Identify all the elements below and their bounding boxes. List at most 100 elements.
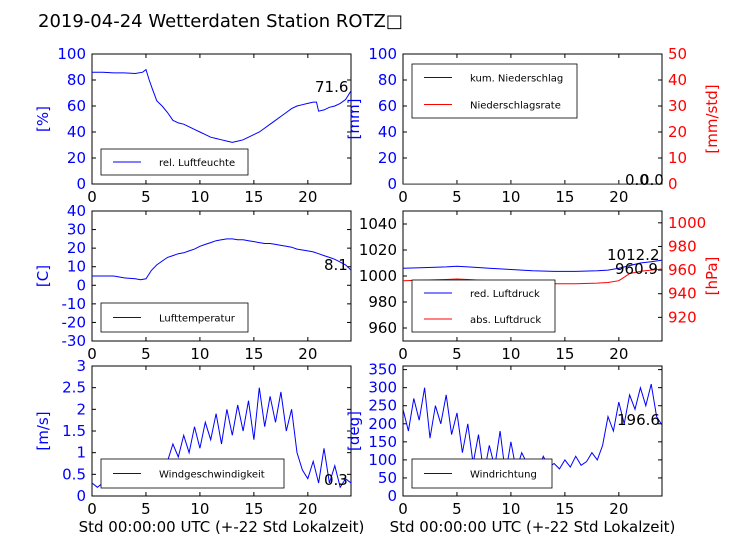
y-right-tick-label: 980 bbox=[668, 237, 697, 255]
series-line-abs-luftdruck bbox=[403, 268, 662, 285]
x-tick-label: 10 bbox=[501, 188, 520, 206]
y-tick-label: 100 bbox=[57, 45, 86, 63]
y-tick-label: 60 bbox=[378, 97, 397, 115]
y-tick-label: -10 bbox=[62, 295, 87, 313]
y-tick-label: 100 bbox=[368, 451, 397, 469]
y-right-tick-label: 940 bbox=[668, 285, 697, 303]
x-tick-label: 5 bbox=[141, 500, 151, 518]
x-tick-label: 15 bbox=[244, 345, 263, 363]
legend-entry: Windgeschwindigkeit bbox=[159, 470, 265, 481]
x-axis-label: Std 00:00:00 UTC (+-22 Std Lokalzeit) bbox=[390, 518, 676, 536]
y-tick-label: 1020 bbox=[359, 241, 397, 259]
y-tick-label: 100 bbox=[368, 45, 397, 63]
y-tick-label: 3 bbox=[76, 357, 86, 375]
chart-panel-temperature: 0 5 10 15 20-30-20-10010203040[C]Lufttempera… bbox=[34, 202, 352, 363]
x-tick-label: 0 bbox=[87, 188, 97, 206]
y-tick-label: 40 bbox=[67, 123, 86, 141]
x-tick-label: 5 bbox=[141, 188, 151, 206]
y-tick-label: 1000 bbox=[359, 267, 397, 285]
y-tick-label: 20 bbox=[67, 239, 86, 257]
last-value-annotation: 0.3 bbox=[324, 471, 348, 489]
y-tick-label: 20 bbox=[67, 149, 86, 167]
x-tick-label: 15 bbox=[555, 345, 574, 363]
x-tick-label: 0 bbox=[87, 345, 97, 363]
y-right-tick-label: 920 bbox=[668, 308, 697, 326]
y-tick-label: -20 bbox=[62, 313, 87, 331]
y-tick-label: 0.5 bbox=[62, 465, 86, 483]
x-tick-label: 5 bbox=[141, 345, 151, 363]
legend-entry: kum. Niederschlag bbox=[470, 74, 563, 85]
last-value-annotation: 196.6 bbox=[617, 411, 660, 429]
y-tick-label: 10 bbox=[67, 258, 86, 276]
last-value-annotation: 1012.2 bbox=[607, 246, 660, 264]
y-tick-label: 150 bbox=[368, 433, 397, 451]
y-right-tick-label: 50 bbox=[668, 45, 687, 63]
x-tick-label: 15 bbox=[555, 500, 574, 518]
x-tick-label: 20 bbox=[298, 188, 317, 206]
y-tick-label: 20 bbox=[378, 149, 397, 167]
y-right-tick-label: 30 bbox=[668, 97, 687, 115]
x-tick-label: 20 bbox=[298, 345, 317, 363]
y-tick-label: 0 bbox=[387, 487, 397, 505]
y-tick-label: 1.5 bbox=[62, 422, 86, 440]
y-tick-label: 960 bbox=[368, 319, 397, 337]
last-value-annotation: 960.9 bbox=[615, 260, 658, 278]
legend-entry: Niederschlagsrate bbox=[470, 101, 561, 112]
x-tick-label: 5 bbox=[452, 345, 462, 363]
chart-panel-precipitation: 0 5 10 15 20 0 20 40 60 80 100 0 10 20 30 40 50 [mm] [mm/s… bbox=[345, 45, 721, 206]
y-tick-label: 40 bbox=[378, 123, 397, 141]
y-tick-label: 200 bbox=[368, 415, 397, 433]
y-tick-label: 80 bbox=[67, 71, 86, 89]
last-value-annotation: 0.0 bbox=[640, 171, 664, 189]
y-tick-label: 2 bbox=[76, 400, 86, 418]
x-tick-label: 20 bbox=[298, 500, 317, 518]
y-right-tick-label: 20 bbox=[668, 123, 687, 141]
y-tick-label: 50 bbox=[378, 469, 397, 487]
x-tick-label: 5 bbox=[452, 500, 462, 518]
x-tick-label: 15 bbox=[555, 188, 574, 206]
x-tick-label: 20 bbox=[609, 345, 628, 363]
figure-title: 2019-04-24 Wetterdaten Station ROTZ□ bbox=[38, 11, 403, 32]
x-tick-label: 5 bbox=[452, 188, 462, 206]
y-axis-label-right: [mm/std] bbox=[703, 84, 721, 153]
y-right-tick-label: 40 bbox=[668, 71, 687, 89]
chart-panel-humidity: 0 5 10 15 20 0 20 40 60 80 100 [%] rel. Luftfeuchte 7… bbox=[34, 45, 352, 206]
y-right-tick-label: 1000 bbox=[668, 214, 706, 232]
plot-frame bbox=[91, 53, 352, 185]
y-tick-label: -30 bbox=[62, 332, 87, 350]
x-tick-label: 20 bbox=[609, 188, 628, 206]
series-line-red-luftdruck bbox=[403, 259, 662, 272]
plot-frame bbox=[402, 365, 663, 497]
x-tick-label: 0 bbox=[87, 500, 97, 518]
x-tick-label: 10 bbox=[501, 345, 520, 363]
x-tick-label: 15 bbox=[244, 188, 263, 206]
x-tick-label: 10 bbox=[190, 500, 209, 518]
legend-entry: Lufttemperatur bbox=[159, 314, 236, 325]
y-tick-label: 0 bbox=[387, 175, 397, 193]
y-right-tick-label: 960 bbox=[668, 261, 697, 279]
series-line-rel-luftfeuchte bbox=[92, 68, 351, 143]
y-tick-label: 250 bbox=[368, 397, 397, 415]
x-tick-label: 10 bbox=[501, 500, 520, 518]
y-axis-label-right: [hPa] bbox=[703, 257, 721, 296]
x-tick-label: 10 bbox=[190, 345, 209, 363]
x-tick-label: 10 bbox=[190, 188, 209, 206]
y-axis-label: [%] bbox=[34, 106, 52, 132]
x-axis-label: Std 00:00:00 UTC (+-22 Std Lokalzeit) bbox=[79, 518, 365, 536]
last-value-annotation: 8.1 bbox=[324, 256, 348, 274]
y-tick-label: 60 bbox=[67, 97, 86, 115]
y-tick-label: 1 bbox=[76, 444, 86, 462]
y-tick-label: 0 bbox=[76, 276, 86, 294]
x-tick-label: 0 bbox=[398, 500, 408, 518]
y-tick-label: 40 bbox=[67, 202, 86, 220]
y-tick-label: 350 bbox=[368, 361, 397, 379]
legend-box bbox=[411, 63, 578, 119]
legend-box bbox=[411, 279, 556, 333]
y-axis-label: [C] bbox=[34, 265, 52, 287]
y-tick-label: 980 bbox=[368, 293, 397, 311]
legend-entry: Windrichtung bbox=[470, 470, 537, 481]
y-tick-label: 2.5 bbox=[62, 379, 86, 397]
